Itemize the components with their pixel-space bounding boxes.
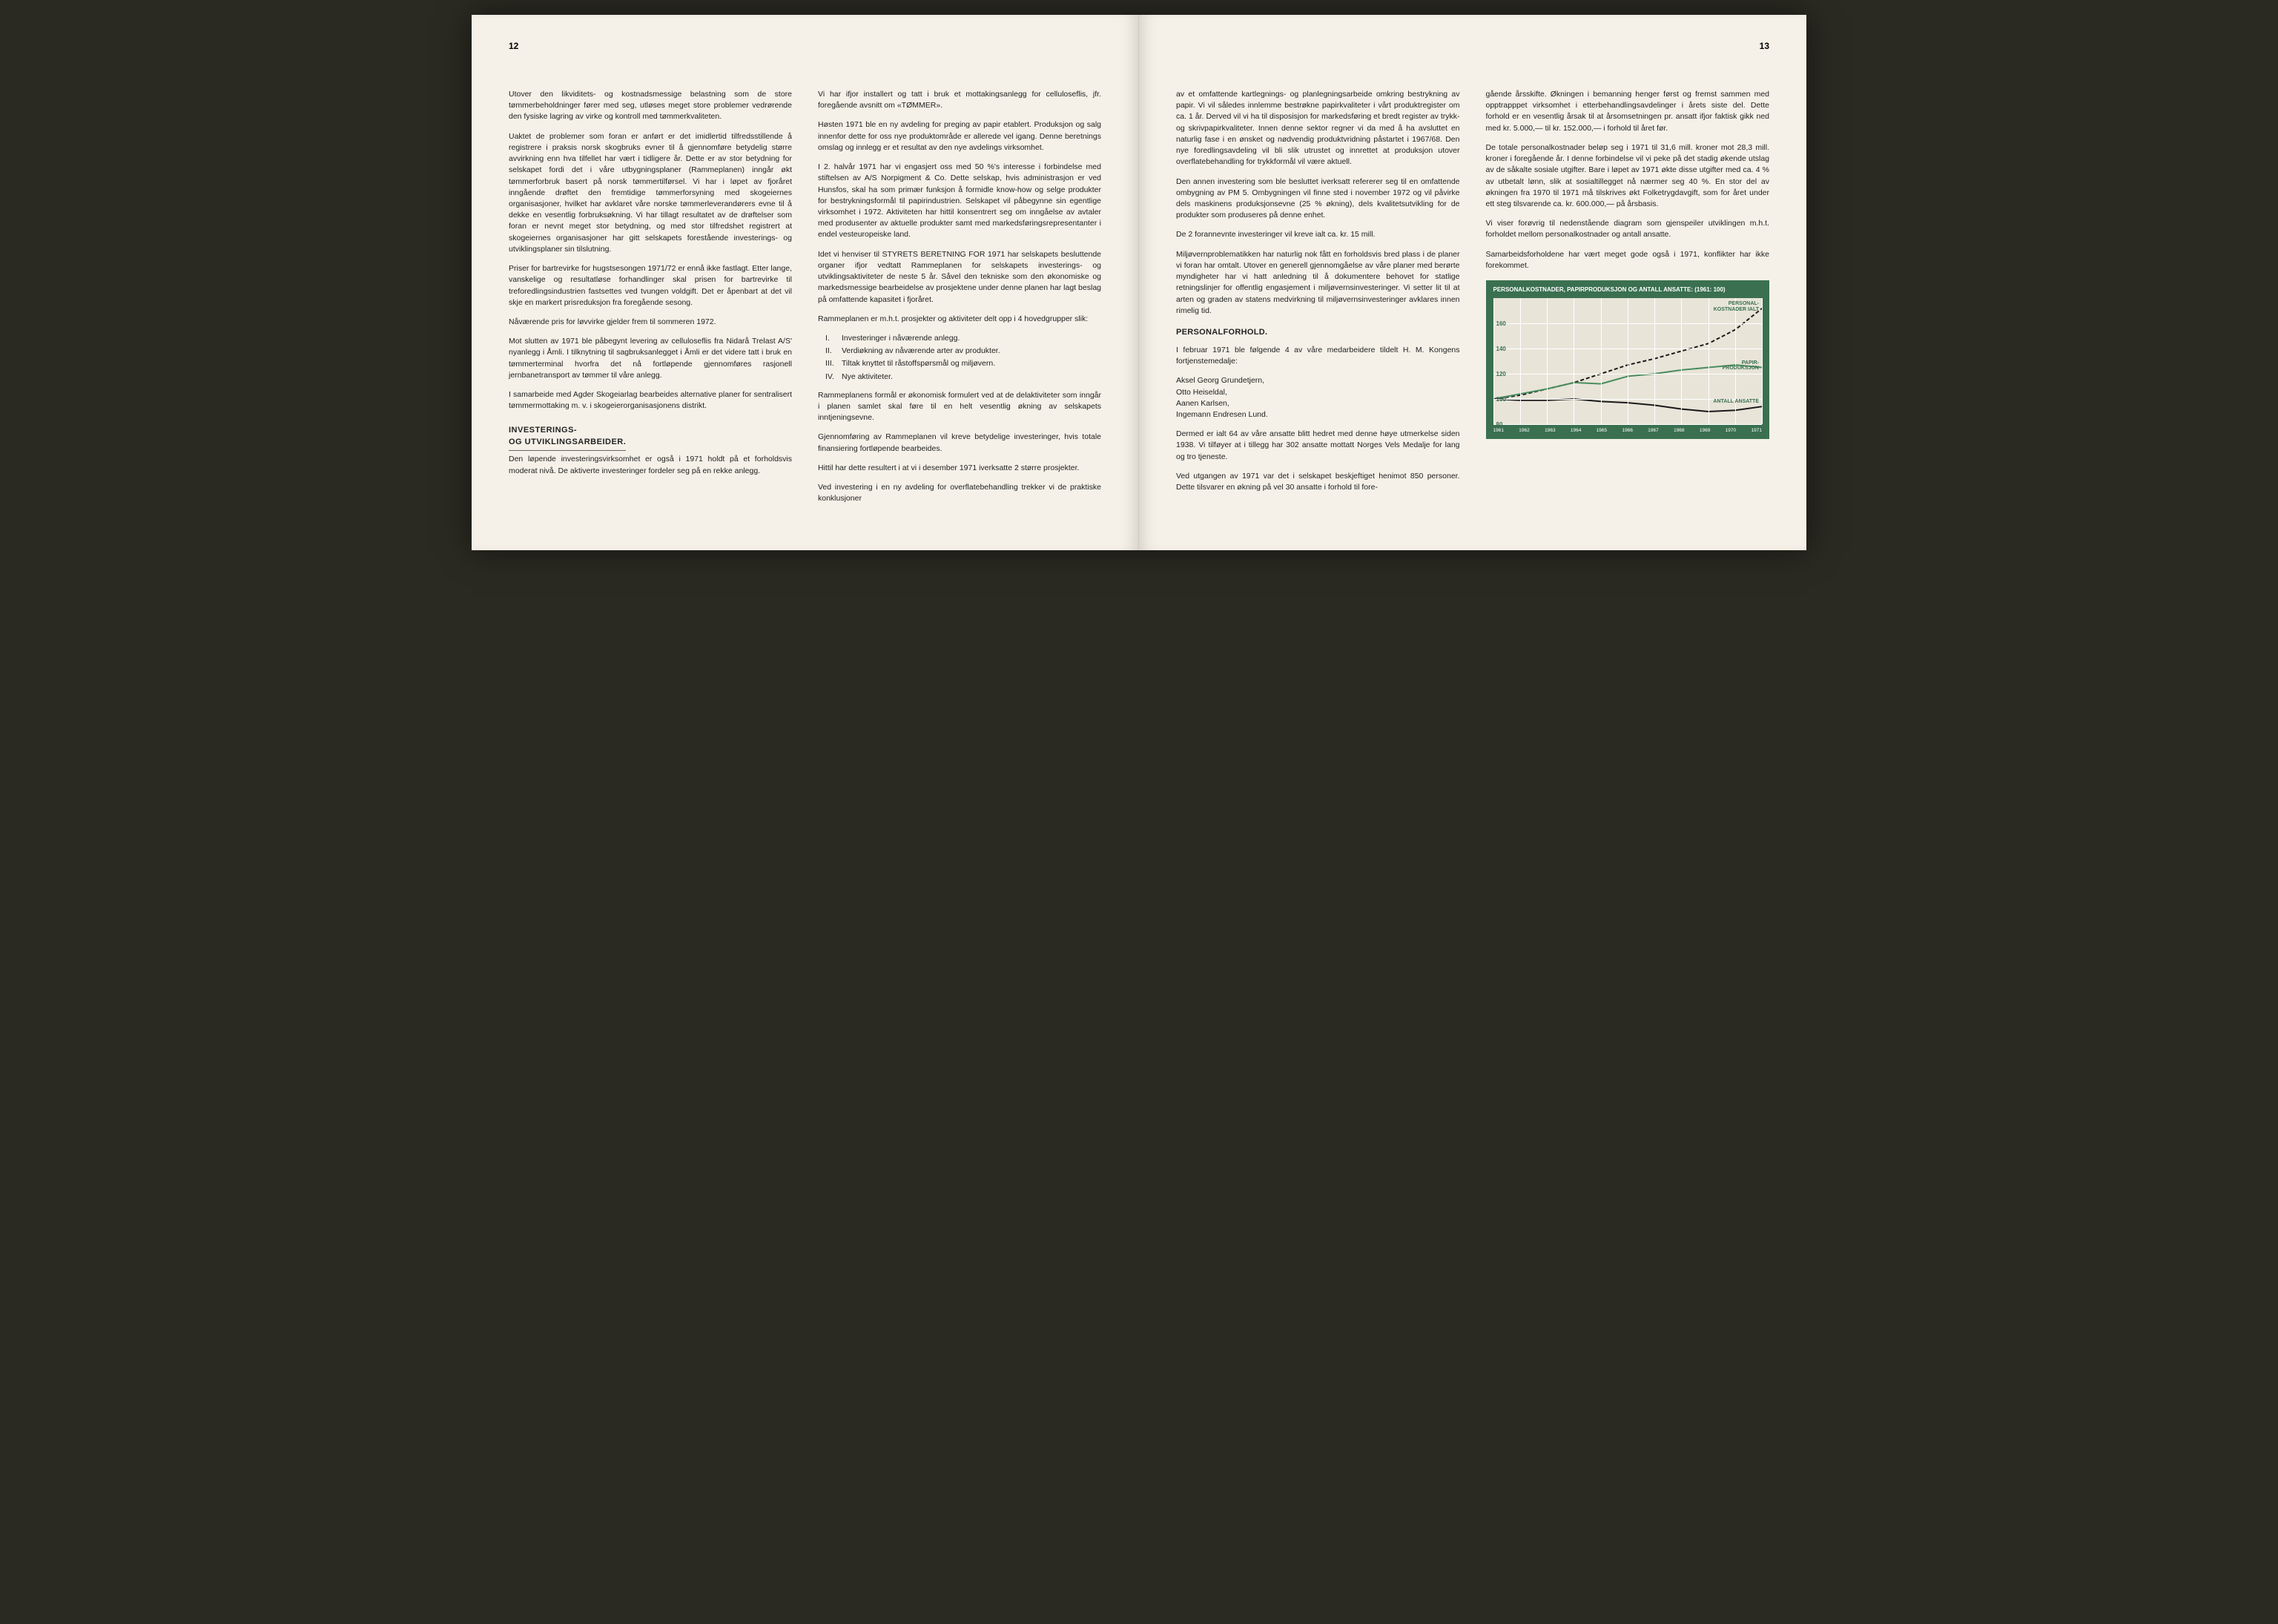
para: Uaktet de problemer som foran er anført …: [509, 131, 792, 255]
heading-personalforhold: PERSONALFORHOLD.: [1176, 327, 1460, 339]
list-item: II.Verdiøkning av nåværende arter av pro…: [825, 346, 1101, 357]
para: Nåværende pris for løvvirke gjelder frem…: [509, 317, 792, 328]
heading-investerings: INVESTERINGS- OG UTVIKLINGSARBEIDER.: [509, 425, 792, 451]
list-item: I.Investeringer i nåværende anlegg.: [825, 333, 1101, 344]
para: Utover den likviditets- og kostnadsmessi…: [509, 89, 792, 123]
para: Ved utgangen av 1971 var det i selskapet…: [1176, 471, 1460, 493]
para: Den løpende investeringsvirksomhet er og…: [509, 454, 792, 476]
chart-title: PERSONALKOSTNADER, PAPIRPRODUKSJON OG AN…: [1493, 286, 1763, 294]
para: Gjennomføring av Rammeplanen vil kreve b…: [818, 432, 1101, 454]
para: Vi har ifjor installert og tatt i bruk e…: [818, 89, 1101, 111]
book-spread: 12 Utover den likviditets- og kostnadsme…: [472, 15, 1806, 550]
para: I februar 1971 ble følgende 4 av våre me…: [1176, 345, 1460, 367]
para: Rammeplanen er m.h.t. prosjekter og akti…: [818, 314, 1101, 325]
para: De totale personalkostnader beløp seg i …: [1486, 142, 1770, 210]
para: Høsten 1971 ble en ny avdeling for pregi…: [818, 119, 1101, 154]
para: Idet vi henviser til STYRETS BERETNING F…: [818, 249, 1101, 306]
para: I samarbeide med Agder Skogeiarlag bearb…: [509, 389, 792, 412]
para: De 2 forannevnte investeringer vil kreve…: [1176, 229, 1460, 240]
para: Mot slutten av 1971 ble påbegynt leverin…: [509, 336, 792, 381]
para: Rammeplanens formål er økonomisk formule…: [818, 390, 1101, 424]
para: gående årsskifte. Økningen i bemanning h…: [1486, 89, 1770, 134]
para: Vi viser forøvrig til nedenstående diagr…: [1486, 218, 1770, 240]
list-item: IV.Nye aktiviteter.: [825, 372, 1101, 383]
list-item: III.Tiltak knyttet til råstoffspørsmål o…: [825, 358, 1101, 369]
chart-x-axis: 1961196219631964196519661967196819691970…: [1493, 424, 1763, 434]
right-content: av et omfattende kartlegnings- og planle…: [1176, 89, 1769, 501]
page-right: 13 av et omfattende kartlegnings- og pla…: [1139, 15, 1806, 550]
para: Miljøvernproblematikken har naturlig nok…: [1176, 249, 1460, 317]
personnel-chart: PERSONALKOSTNADER, PAPIRPRODUKSJON OG AN…: [1486, 280, 1770, 439]
page-left: 12 Utover den likviditets- og kostnadsme…: [472, 15, 1139, 550]
para: Samarbeidsforholdene har vært meget gode…: [1486, 249, 1770, 271]
para: Priser for bartrevirke for hugstsesongen…: [509, 263, 792, 308]
para: av et omfattende kartlegnings- og planle…: [1176, 89, 1460, 168]
names-list: Aksel Georg Grundetjern, Otto Heiseldal,…: [1176, 375, 1460, 420]
page-number-right: 13: [1760, 41, 1769, 51]
page-number-left: 12: [509, 41, 518, 51]
chart-plot-area: 80100120140160PERSONAL-KOSTNADER IALTPAP…: [1493, 298, 1763, 424]
left-content: Utover den likviditets- og kostnadsmessi…: [509, 89, 1101, 513]
para: Ved investering i en ny avdeling for ove…: [818, 482, 1101, 504]
para: Den annen investering som ble besluttet …: [1176, 176, 1460, 222]
para: Hittil har dette resultert i at vi i des…: [818, 463, 1101, 474]
para: Dermed er ialt 64 av våre ansatte blitt …: [1176, 429, 1460, 463]
ramme-list: I.Investeringer i nåværende anlegg. II.Ve…: [825, 333, 1101, 383]
para: I 2. halvår 1971 har vi engasjert oss me…: [818, 162, 1101, 241]
